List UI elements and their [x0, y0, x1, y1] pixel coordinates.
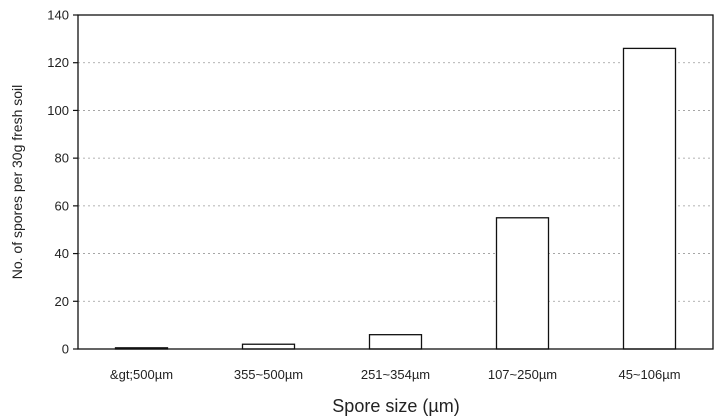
y-axis-title: No. of spores per 30g fresh soil — [9, 85, 25, 280]
y-tick-label: 20 — [55, 294, 69, 309]
y-tick-label: 120 — [47, 55, 69, 70]
x-tick-label: &gt;500µm — [110, 367, 173, 382]
bar-4 — [622, 47, 677, 350]
y-tick-label: 60 — [55, 198, 69, 213]
y-tick-label: 40 — [55, 246, 69, 261]
y-tick-labels: 0 20 40 60 80 100 120 140 — [47, 8, 69, 357]
x-tick-label: 107~250µm — [488, 367, 557, 382]
bar-1 — [241, 343, 296, 350]
bar-3 — [495, 217, 550, 350]
y-tick-label: 140 — [47, 8, 69, 23]
plot-frame — [77, 14, 714, 350]
x-axis-title: Spore size (µm) — [332, 396, 459, 416]
y-tick-label: 0 — [62, 342, 69, 357]
x-tick-labels: &gt;500µm 355~500µm 251~354µm 107~250µm 45~1… — [110, 367, 681, 382]
gridlines — [78, 62, 713, 302]
y-tick-label: 80 — [55, 151, 69, 166]
x-tick-label: 251~354µm — [361, 367, 430, 382]
x-tick-label: 355~500µm — [234, 367, 303, 382]
axes — [73, 14, 714, 350]
x-tick-label: 45~106µm — [618, 367, 680, 382]
bars — [114, 47, 677, 350]
y-tick-label: 100 — [47, 103, 69, 118]
bar-2 — [368, 334, 423, 350]
